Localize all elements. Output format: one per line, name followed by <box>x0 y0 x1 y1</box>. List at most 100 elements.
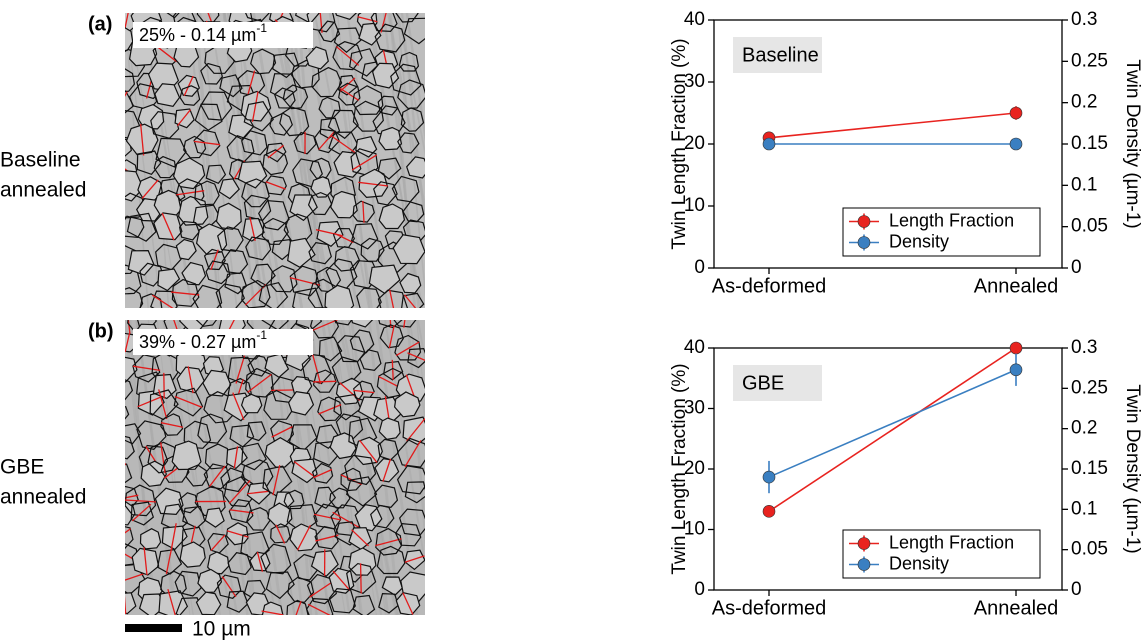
twin-boundary <box>353 389 375 394</box>
twin-boundary <box>339 87 360 101</box>
texture-streak <box>270 13 334 308</box>
grain <box>258 282 289 308</box>
grain <box>125 287 144 308</box>
grain <box>374 484 399 508</box>
micrograph-texture <box>121 320 425 615</box>
twin-boundary <box>232 392 245 421</box>
grain <box>334 320 353 326</box>
twin-boundary <box>208 465 226 488</box>
grain <box>125 379 134 401</box>
grain <box>395 522 422 547</box>
grain <box>125 356 138 383</box>
twin-boundary <box>121 436 124 460</box>
grain <box>406 156 425 179</box>
grain <box>126 212 157 242</box>
twin-boundary <box>249 217 256 242</box>
twin-boundary <box>358 181 388 187</box>
grain <box>125 245 140 275</box>
grain <box>246 421 267 442</box>
twin-boundary <box>309 579 335 598</box>
grain <box>183 135 207 159</box>
grain <box>377 95 399 116</box>
grain <box>283 489 305 510</box>
grain <box>227 552 252 576</box>
legend-marker <box>857 558 871 571</box>
twin-boundary <box>333 232 354 244</box>
grain <box>286 599 309 615</box>
y2-tick-label: 0.2 <box>1071 418 1097 439</box>
grain <box>183 420 212 449</box>
grain <box>125 192 146 219</box>
grain <box>349 48 379 77</box>
twin-boundary <box>132 365 161 371</box>
twin-boundary <box>161 212 175 241</box>
grain <box>139 262 164 287</box>
annotation-box <box>133 22 313 48</box>
grain <box>333 150 362 178</box>
grain <box>194 103 223 131</box>
series-line <box>768 112 1017 139</box>
y-axis-label: Twin Length Fraction (%) <box>669 38 690 249</box>
annotation-text: 25% - 0.14 µm <box>139 25 256 45</box>
y2-tick-label: 0.05 <box>1071 216 1108 237</box>
y2-tick-label: 0.25 <box>1071 377 1108 398</box>
grain <box>395 13 419 23</box>
grain <box>404 549 425 571</box>
texture-streak <box>199 13 238 308</box>
y2-tick-label: 0.1 <box>1071 498 1097 519</box>
grain <box>219 74 243 98</box>
twin-boundary <box>152 294 174 308</box>
grain <box>173 387 204 417</box>
grain <box>205 164 227 185</box>
grain <box>202 369 232 397</box>
twin-boundary <box>289 277 320 286</box>
chart-annotation: Baseline <box>742 44 819 66</box>
x-tick-label: As-deformed <box>712 275 827 297</box>
twin-boundary <box>307 603 331 615</box>
y2-tick-label: 0.3 <box>1071 337 1097 358</box>
twin-boundary <box>125 528 131 534</box>
grain <box>264 353 290 379</box>
twin-boundary <box>271 426 293 438</box>
y-tick-label: 40 <box>684 9 705 30</box>
grain <box>166 13 180 19</box>
y2-tick-label: 0.2 <box>1071 92 1097 113</box>
y-tick-label: 20 <box>684 133 705 154</box>
grain <box>203 248 226 271</box>
twin-boundary <box>233 446 239 469</box>
twin-boundary <box>332 511 361 529</box>
twin-boundary <box>174 395 203 409</box>
grain <box>195 591 222 615</box>
grain <box>174 570 202 597</box>
grain <box>215 202 242 230</box>
twin-boundary <box>176 190 205 196</box>
y-tick-label: 0 <box>694 579 705 600</box>
row-label: GBE <box>0 456 44 479</box>
grain <box>346 562 377 594</box>
legend-marker <box>857 215 871 228</box>
texture-streak <box>240 320 284 615</box>
grain <box>397 132 420 154</box>
twin-boundary <box>125 499 157 503</box>
grain <box>305 46 329 70</box>
twin-boundary <box>275 524 286 544</box>
twin-boundary <box>167 588 176 615</box>
grain <box>140 460 167 487</box>
twin-boundary <box>247 373 272 393</box>
legend-box <box>842 529 1041 579</box>
data-point <box>1009 341 1023 355</box>
grain <box>344 454 377 486</box>
grain <box>224 272 248 295</box>
grain <box>348 547 377 576</box>
grain <box>270 265 298 293</box>
grain <box>217 226 244 253</box>
twin-boundary <box>332 570 351 592</box>
grain <box>309 320 340 339</box>
twin-boundary <box>125 494 139 499</box>
twin-boundary <box>335 46 360 66</box>
texture-streak <box>195 13 222 308</box>
twin-boundary <box>160 442 166 474</box>
twin-boundary <box>388 324 395 349</box>
grain <box>153 155 177 179</box>
legend-label: Length Fraction <box>889 532 1014 552</box>
